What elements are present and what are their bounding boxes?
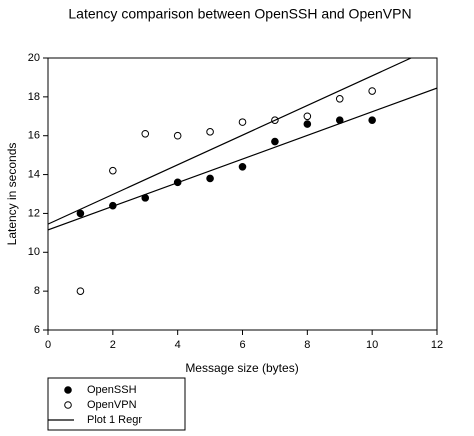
y-tick-label: 8: [34, 285, 40, 297]
x-tick-label: 0: [45, 339, 51, 351]
data-point: [141, 129, 150, 138]
regression-line: [48, 58, 412, 225]
data-point: [173, 131, 182, 140]
data-point: [238, 118, 247, 126]
x-tick-label: 12: [431, 339, 443, 351]
legend-label: OpenSSH: [87, 384, 137, 396]
x-tick-label: 8: [304, 339, 310, 351]
data-point: [271, 137, 279, 146]
legend-marker: [64, 401, 72, 409]
y-tick-label: 18: [28, 91, 40, 103]
y-axis-label: Latency in seconds: [5, 143, 19, 246]
data-point: [109, 166, 117, 175]
data-point: [76, 287, 85, 295]
y-tick-label: 16: [28, 130, 40, 142]
data-point: [335, 95, 344, 103]
x-tick-label: 4: [175, 339, 181, 351]
data-point: [238, 163, 247, 171]
chart-title: Latency comparison between OpenSSH and O…: [68, 6, 411, 22]
plot-frame: [47, 57, 438, 331]
x-tick-label: 10: [366, 339, 378, 351]
y-tick-label: 12: [28, 207, 40, 219]
x-axis-label: Message size (bytes): [185, 361, 298, 375]
data-point: [206, 128, 214, 136]
y-tick-label: 20: [28, 52, 40, 64]
legend-label: Plot 1 Regr: [87, 414, 142, 426]
x-tick-label: 6: [239, 339, 245, 351]
data-point: [368, 116, 376, 124]
data-point: [303, 112, 312, 121]
data-point: [368, 87, 376, 95]
legend-marker: [64, 386, 72, 394]
data-point: [303, 120, 312, 128]
regression-line: [48, 87, 437, 231]
data-point: [206, 174, 214, 183]
y-tick-label: 14: [28, 168, 40, 180]
y-tick-label: 10: [28, 246, 40, 258]
x-tick-label: 2: [110, 339, 116, 351]
y-tick-label: 6: [34, 324, 40, 336]
data-point: [76, 209, 85, 218]
legend-label: OpenVPN: [87, 399, 137, 411]
legend-box: [47, 377, 186, 431]
